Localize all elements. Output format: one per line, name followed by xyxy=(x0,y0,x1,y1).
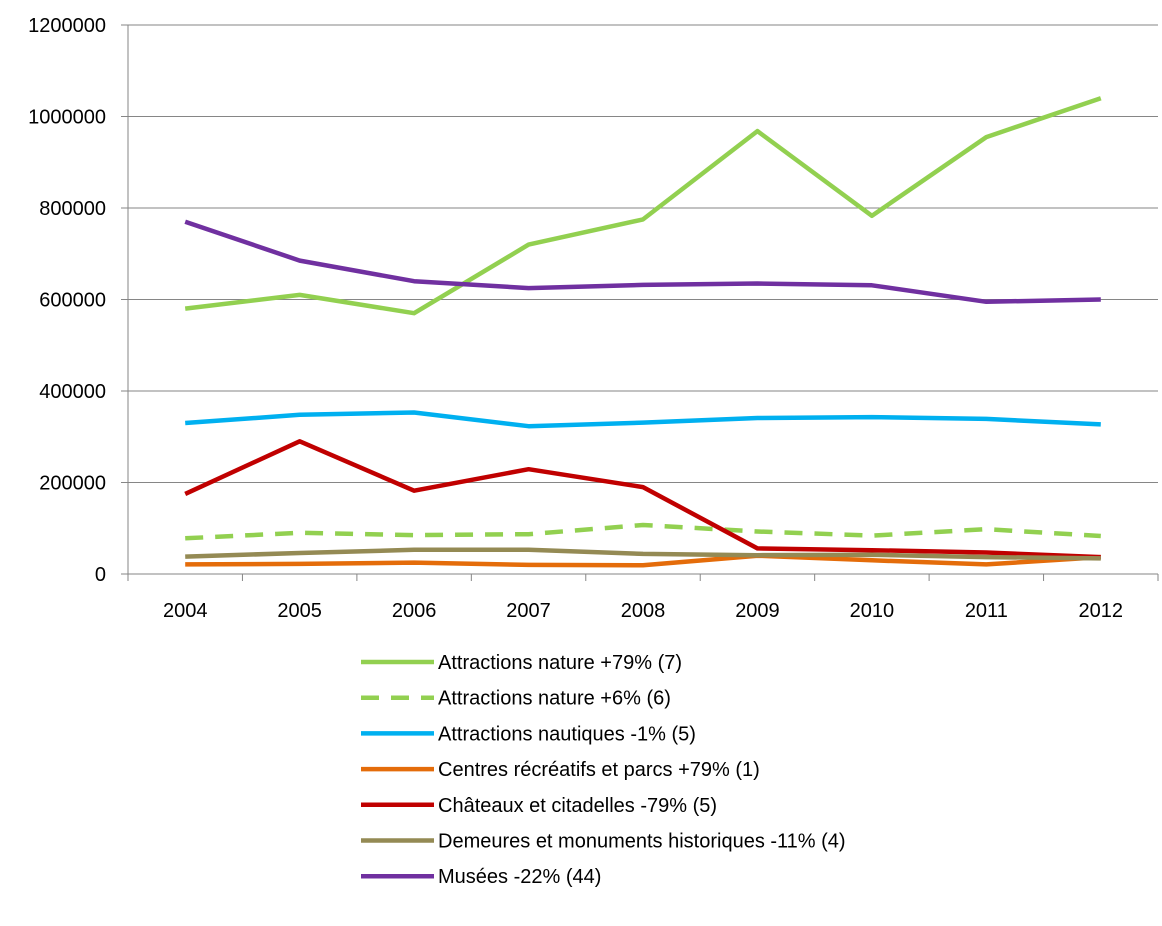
axes xyxy=(121,24,1159,581)
legend-label: Attractions nature +6% (6) xyxy=(438,688,671,710)
x-tick-label: 2006 xyxy=(392,600,437,622)
y-tick-label: 200000 xyxy=(39,473,106,495)
legend-label: Demeures et monuments historiques -11% (… xyxy=(438,831,846,853)
y-tick-label: 600000 xyxy=(39,290,106,312)
series-lines xyxy=(184,96,1102,568)
legend-item[interactable]: Attractions nature +6% (6) xyxy=(361,688,671,710)
x-tick-label: 2007 xyxy=(506,600,551,622)
legend-item[interactable]: Attractions nautiques -1% (5) xyxy=(361,723,696,745)
x-tick-label: 2004 xyxy=(163,600,208,622)
x-tick-label: 2009 xyxy=(735,600,780,622)
y-tick-label: 400000 xyxy=(39,381,106,403)
series-line xyxy=(184,439,1101,560)
x-tick-label: 2008 xyxy=(621,600,666,622)
y-tick-label: 800000 xyxy=(39,198,106,220)
x-tick-label: 2011 xyxy=(965,600,1008,622)
legend-item[interactable]: Centres récréatifs et parcs +79% (1) xyxy=(361,759,760,781)
legend-label: Centres récréatifs et parcs +79% (1) xyxy=(438,759,760,781)
series-line xyxy=(185,547,1101,561)
x-tick-label: 2005 xyxy=(277,600,322,622)
legend-item[interactable]: Demeures et monuments historiques -11% (… xyxy=(361,831,846,853)
legend-label: Attractions nature +79% (7) xyxy=(438,652,682,674)
x-tick-label: 2012 xyxy=(1079,600,1124,622)
legend-label: Châteaux et citadelles -79% (5) xyxy=(438,795,717,817)
series-line xyxy=(185,522,1101,541)
y-axis-ticks: 0 200000 400000 600000 800000 1000000 1200000 xyxy=(28,15,106,586)
legend[interactable]: Attractions nature +79% (7) Attractions n… xyxy=(361,652,846,888)
series-line xyxy=(185,553,1101,568)
series-line xyxy=(184,96,1102,316)
x-axis-ticks: 2004 2005 2006 2007 2008 2009 2010 2011 2012 xyxy=(163,600,1123,622)
y-tick-label: 1000000 xyxy=(28,107,106,129)
y-tick-label: 1200000 xyxy=(28,15,106,37)
series-line xyxy=(184,219,1101,305)
legend-item[interactable]: Musées -22% (44) xyxy=(361,866,601,888)
y-tick-label: 0 xyxy=(95,564,106,586)
legend-label: Attractions nautiques -1% (5) xyxy=(438,723,696,745)
x-tick-label: 2010 xyxy=(850,600,895,622)
series-line xyxy=(185,410,1101,429)
gridlines xyxy=(128,24,1158,483)
legend-label: Musées -22% (44) xyxy=(438,866,601,888)
legend-item[interactable]: Attractions nature +79% (7) xyxy=(361,652,682,674)
legend-item[interactable]: Châteaux et citadelles -79% (5) xyxy=(361,795,717,817)
